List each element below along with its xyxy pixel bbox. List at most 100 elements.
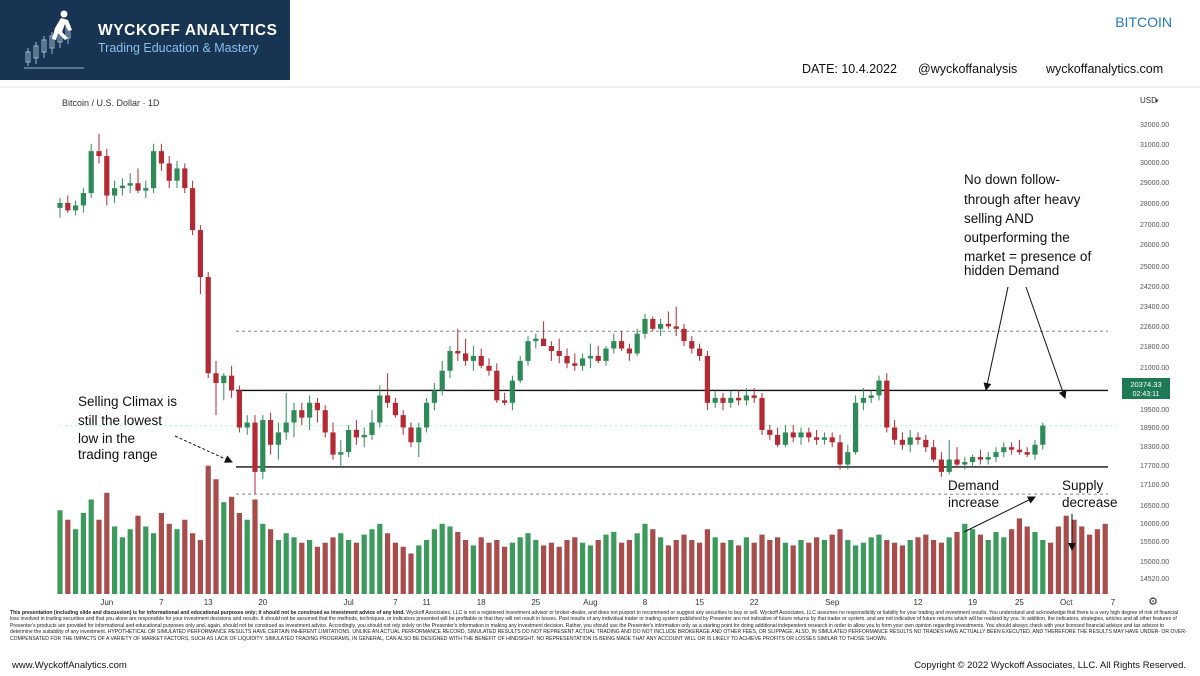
candle-body (899, 439, 905, 445)
volume-bar (899, 545, 905, 594)
candle-body (767, 429, 773, 435)
candle-body (213, 373, 219, 384)
volume-bar (135, 515, 141, 594)
candle-body (853, 402, 859, 453)
volume-bars (57, 465, 1108, 594)
candle-body (525, 341, 531, 361)
volume-bar (478, 537, 484, 594)
candle-body (658, 323, 664, 329)
volume-bar (525, 533, 531, 594)
candle-body (283, 422, 289, 433)
annotation-arrow (983, 286, 1009, 391)
volume-bar (252, 499, 258, 594)
volume-bar (424, 540, 430, 594)
volume-bar (658, 537, 664, 594)
candle-body (977, 457, 983, 460)
volume-bar (112, 526, 118, 594)
candle-body (135, 183, 141, 191)
price-tick-label: 18900.00 (1140, 425, 1169, 432)
volume-bar (439, 523, 445, 594)
candle-body (884, 380, 890, 428)
volume-bar (681, 534, 687, 594)
volume-bar (400, 546, 406, 594)
volume-bar (829, 534, 835, 594)
volume-bar (1055, 526, 1061, 594)
candle-body (408, 427, 414, 443)
footer-copyright: Copyright © 2022 Wyckoff Associates, LLC… (914, 660, 1186, 671)
candle-body (369, 422, 375, 435)
currency-dropdown-icon[interactable]: ▾ (1155, 98, 1159, 105)
candle-body (993, 452, 999, 458)
candle-body (346, 429, 352, 453)
volume-bar (1024, 526, 1030, 594)
candle-body (385, 395, 391, 403)
trading-range-levels (60, 330, 1120, 495)
bar-countdown: 02:43:11 (1133, 391, 1160, 398)
volume-bar (650, 529, 656, 594)
volume-bar (463, 540, 469, 594)
volume-bar (291, 537, 297, 594)
candle-body (743, 395, 749, 401)
annotation-line: Supply (1062, 478, 1104, 493)
candle-body (268, 420, 274, 445)
website-label: wyckoffanalytics.com (1046, 62, 1164, 76)
time-tick-label: 22 (750, 598, 759, 607)
price-tick-label: 15000.00 (1140, 559, 1169, 566)
candle-body (494, 370, 500, 401)
time-tick-label: 20 (258, 598, 267, 607)
volume-bar (494, 540, 500, 594)
volume-bar (486, 542, 492, 594)
volume-bar (907, 540, 913, 594)
candle-body (650, 318, 656, 329)
volume-bar (517, 537, 523, 594)
candle-body (1040, 425, 1046, 445)
volume-bar (548, 542, 554, 594)
volume-bar (759, 534, 765, 594)
volume-bar (57, 510, 63, 594)
candle-body (353, 429, 359, 438)
candle-body (751, 395, 757, 398)
candle-body (564, 355, 570, 364)
candle-body (634, 333, 640, 354)
time-tick-label: Jun (100, 598, 113, 607)
footer-website-link[interactable]: www.WyckoffAnalytics.com (12, 660, 127, 671)
volume-bar (704, 529, 710, 594)
annotation-arrow (963, 496, 1036, 533)
candle-body (439, 370, 445, 391)
disclaimer-body: Wyckoff Associates, LLC is not a registe… (10, 610, 1187, 642)
candle-body (96, 151, 102, 157)
candle-body (548, 346, 554, 351)
price-tick-label: 14520.00 (1140, 576, 1169, 583)
volume-bar (408, 553, 414, 594)
annotation-selling-climax: Selling Climax is still the lowest low i… (78, 394, 233, 463)
time-tick-label: 12 (914, 598, 923, 607)
volume-bar (260, 523, 266, 594)
candle-body (1001, 447, 1007, 453)
price-axis: 32000.00 31000.00 30000.00 29000.00 28000.00… (1140, 122, 1169, 583)
volume-bar (712, 537, 718, 594)
brand-header-panel: WYCKOFF ANALYTICS Trading Education & Ma… (0, 0, 290, 80)
volume-bar (915, 537, 921, 594)
volume-bar (229, 496, 235, 594)
volume-bar (65, 519, 71, 594)
annotation-line: still the lowest (78, 413, 162, 428)
annotation-line: selling AND (964, 211, 1034, 226)
price-tick-label: 21000.00 (1140, 365, 1169, 372)
time-tick-label: 19 (968, 598, 977, 607)
volume-bar (73, 529, 79, 594)
price-tick-label: 17100.00 (1140, 482, 1169, 489)
volume-bar (361, 534, 367, 594)
price-tick-label: 16000.00 (1140, 521, 1169, 528)
volume-bar (455, 531, 461, 594)
settings-gear-icon[interactable]: ⚙ (1148, 595, 1158, 608)
candle-body (611, 341, 617, 349)
candle-body (1016, 449, 1022, 453)
candle-body (829, 437, 835, 443)
candle-body (517, 360, 523, 381)
annotation-line: outperforming the (964, 230, 1070, 245)
time-tick-label: Aug (583, 598, 597, 607)
candle-body (837, 442, 843, 465)
bitcoin-price-chart[interactable]: Bitcoin / U.S. Dollar · 1D USD ▾ 32000.0… (0, 0, 1200, 610)
candle-body (166, 163, 172, 181)
candle-body (541, 338, 547, 347)
